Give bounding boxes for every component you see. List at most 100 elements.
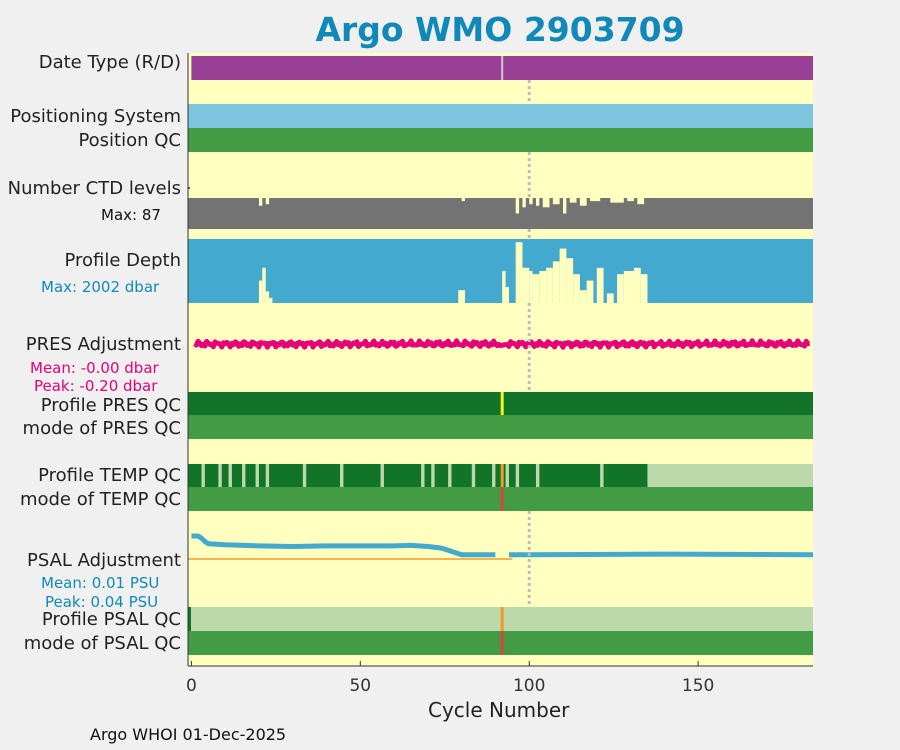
profile-depth-gap — [532, 274, 540, 303]
ctd-levels-dip — [535, 198, 540, 206]
label-pres-adjustment: PRES Adjustment — [25, 334, 181, 355]
temp-qc-light-band — [340, 464, 344, 487]
mode-pres-qc-bar — [188, 415, 813, 439]
profile-depth-gap — [539, 271, 547, 303]
profile-pres-qc-bar — [188, 392, 813, 415]
label-mode-pres-qc: mode of PRES QC — [22, 418, 181, 439]
ctd-max-text: Max: 87 — [101, 206, 161, 224]
ctd-levels-bar — [188, 198, 813, 229]
label-profile-pres-qc: Profile PRES QC — [40, 395, 181, 416]
x-tick-label: 0 — [186, 676, 197, 696]
profile-depth-gap — [269, 297, 273, 303]
temp-qc-light-band — [228, 464, 232, 487]
profile-depth-gap — [596, 267, 604, 303]
mode-temp-qc-bar — [188, 487, 813, 511]
label-ctd-levels: Number CTD levels — [7, 178, 181, 199]
pres-adjustment-series — [193, 338, 811, 350]
pres-peak-text: Peak: -0.20 dbar — [34, 377, 158, 395]
label-date-type: Date Type (R/D) — [38, 52, 181, 73]
temp-qc-light-band — [535, 464, 540, 487]
temp-qc-light-band — [201, 464, 205, 487]
x-tick-label: 100 — [513, 676, 545, 696]
plot-background — [188, 53, 813, 666]
pres-qc-flag — [500, 392, 504, 415]
ctd-levels-dip — [552, 198, 560, 205]
profile-depth-gap — [552, 261, 560, 303]
profile-depth-gap — [258, 280, 263, 303]
profile-depth-gap — [559, 248, 567, 303]
temp-qc-light-band — [380, 464, 384, 487]
psal-adjustment-series — [191, 533, 814, 558]
ctd-levels-dip — [265, 198, 270, 205]
ctd-levels-dip — [542, 198, 550, 208]
temp-qc-light-band — [448, 464, 452, 487]
position-qc-bar — [188, 128, 813, 152]
ctd-levels-dip — [610, 198, 624, 203]
temp-qc-light-band — [255, 464, 259, 487]
ctd-levels-dip — [569, 198, 577, 203]
profile-depth-gap — [640, 274, 648, 303]
ctd-levels-dip — [461, 198, 466, 202]
mode-psal-qc-flag — [500, 631, 504, 655]
ctd-levels-tick — [188, 187, 190, 189]
profile-depth-gap — [262, 267, 266, 303]
label-profile-depth: Profile Depth — [64, 250, 181, 271]
profile-depth-gap — [515, 242, 523, 303]
profile-depth-gap — [586, 280, 594, 303]
temp-qc-light-band — [421, 464, 425, 487]
temp-qc-light-band — [302, 464, 307, 487]
label-mode-psal-qc: mode of PSAL QC — [23, 633, 181, 654]
label-profile-temp-qc: Profile TEMP QC — [38, 465, 181, 486]
profile-depth-bar — [188, 239, 813, 303]
label-positioning-system: Positioning System — [10, 106, 181, 127]
label-psal-adjustment: PSAL Adjustment — [26, 550, 181, 571]
ctd-levels-dip — [258, 198, 263, 206]
chart-title: Argo WMO 2903709 — [315, 10, 685, 49]
psal-qc-flag — [500, 607, 504, 631]
x-tick-label: 150 — [682, 676, 714, 696]
profile-depth-gap — [505, 287, 509, 303]
ctd-levels-dip — [515, 198, 520, 214]
temp-qc-light-band — [218, 464, 222, 487]
profile-depth-gap — [573, 274, 580, 303]
ctd-levels-dip — [627, 198, 634, 202]
psal-qc-start-mark — [188, 607, 191, 631]
psal-mean-text: Mean: 0.01 PSU — [41, 574, 160, 592]
mode-temp-qc-flag — [500, 487, 504, 511]
ctd-levels-dip — [522, 198, 526, 208]
profile-depth-gap — [623, 271, 634, 303]
temp-qc-flag — [500, 464, 504, 487]
profile-depth-gap — [566, 258, 574, 303]
profile-depth-gap — [522, 267, 530, 303]
temp-qc-light-band — [492, 464, 496, 487]
profile-depth-gap — [502, 271, 506, 303]
profile-depth-gap — [265, 291, 270, 303]
label-profile-psal-qc: Profile PSAL QC — [41, 609, 181, 630]
ctd-levels-dip — [563, 198, 567, 214]
temp-qc-light-band — [242, 464, 246, 487]
temp-qc-light-band — [431, 464, 435, 487]
x-tick-label: 50 — [349, 676, 371, 696]
temp-qc-light-band — [265, 464, 270, 487]
profile-depth-gap — [458, 290, 466, 303]
depth-max-text: Max: 2002 dbar — [41, 278, 160, 296]
ctd-levels-dip — [637, 198, 645, 205]
label-position-qc: Position QC — [78, 130, 181, 151]
profile-depth-gap — [529, 271, 533, 303]
temp-qc-light-band — [515, 464, 520, 487]
temp-qc-light-band — [505, 464, 509, 487]
mode-psal-qc-bar — [188, 631, 813, 655]
pres-mean-text: Mean: -0.00 dbar — [30, 359, 159, 377]
profile-depth-gap — [617, 274, 624, 303]
positioning-system-bar — [188, 104, 813, 128]
date-type-marker — [501, 56, 504, 80]
ctd-levels-dip — [590, 198, 601, 202]
psal-peak-text: Peak: 0.04 PSU — [45, 593, 159, 611]
temp-qc-light-band — [471, 464, 476, 487]
profile-depth-gap — [633, 267, 641, 303]
temp-qc-light-band — [600, 464, 604, 487]
temp-qc-light-band — [647, 464, 813, 487]
profile-depth-gap — [546, 267, 553, 303]
ctd-levels-dip — [529, 198, 533, 205]
